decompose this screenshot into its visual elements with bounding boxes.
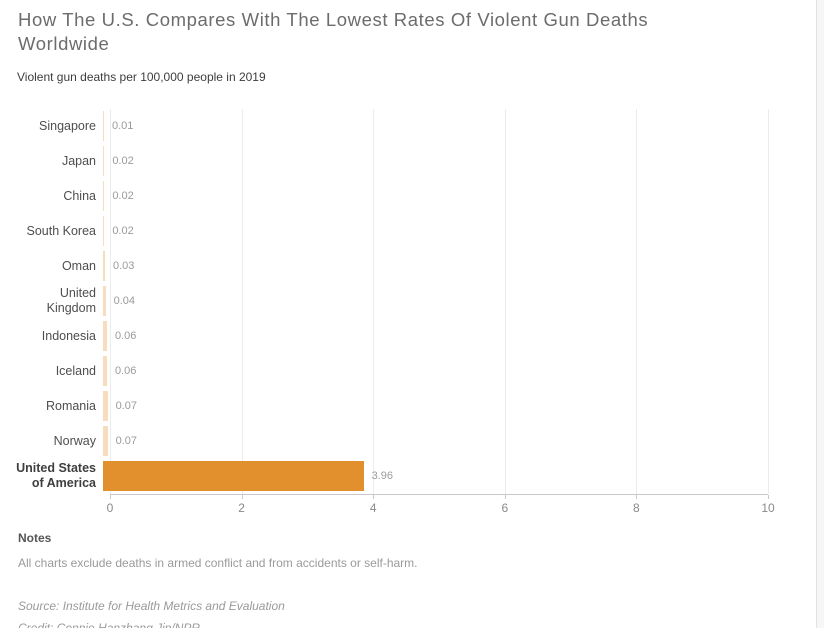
bar[interactable] — [103, 216, 105, 247]
category-label: Japan — [61, 153, 96, 168]
tick-mark-4 — [373, 494, 375, 499]
gridline-10 — [768, 108, 769, 494]
row-plot-area: 0.02 — [103, 179, 761, 214]
bar-value-label: 0.01 — [112, 120, 134, 133]
bar-value-label: 0.02 — [112, 155, 134, 168]
chart-row: Singapore 0.01 — [0, 109, 824, 144]
notes-text: All charts exclude deaths in armed confl… — [18, 555, 418, 570]
tick-label-8: 8 — [633, 500, 640, 515]
bar[interactable] — [103, 321, 107, 352]
tick-label-2: 2 — [238, 500, 245, 515]
page-edge-gutter — [816, 0, 824, 628]
chart-row: Romania 0.07 — [0, 389, 824, 424]
tick-mark-2 — [241, 494, 243, 499]
chart-row: China 0.02 — [0, 179, 824, 214]
category-label: South Korea — [26, 223, 97, 238]
bar-chart: Singapore 0.01 Japan 0.02 China 0.02 South Kor… — [0, 108, 824, 520]
chart-row: Japan 0.02 — [0, 144, 824, 179]
bar[interactable] — [103, 146, 105, 177]
bar-value-label: 0.02 — [112, 225, 134, 238]
row-plot-area: 0.01 — [103, 109, 761, 144]
tick-mark-6 — [504, 494, 506, 499]
row-plot-area: 0.02 — [103, 214, 761, 249]
bar[interactable] — [103, 111, 104, 142]
gridline-0 — [110, 108, 111, 494]
tick-mark-8 — [636, 494, 638, 499]
bar-value-label: 0.03 — [112, 260, 135, 273]
tick-mark-0 — [110, 494, 111, 499]
chart-subtitle: Violent gun deaths per 100,000 people in… — [17, 69, 266, 84]
chart-title: How The U.S. Compares With The Lowest Ra… — [18, 9, 649, 55]
row-plot-area: 0.06 — [103, 354, 761, 389]
tick-label-6: 6 — [501, 500, 509, 515]
row-plot-area: 0.04 — [103, 284, 761, 319]
notes-heading: Notes — [18, 530, 52, 545]
category-label: Norway — [53, 433, 96, 448]
tick-mark-10 — [768, 494, 769, 499]
row-plot-area: 0.07 — [103, 389, 761, 424]
notes-section: Notes All charts exclude deaths in armed… — [18, 531, 824, 628]
bar-value-label: 0.06 — [114, 330, 137, 343]
bar[interactable] — [103, 461, 364, 492]
category-label: Indonesia — [41, 328, 96, 343]
bar[interactable] — [103, 251, 105, 282]
chart-row: Iceland 0.06 — [0, 354, 824, 389]
chart-row: Indonesia 0.06 — [0, 319, 824, 354]
tick-label-0: 0 — [106, 500, 114, 515]
bar[interactable] — [103, 356, 107, 387]
row-plot-area: 0.07 — [103, 424, 761, 459]
bar-value-label: 0.04 — [113, 295, 136, 308]
x-axis: 0 2 4 6 8 10 — [106, 493, 775, 520]
category-label: Singapore — [39, 118, 96, 133]
row-plot-area: 0.06 — [103, 319, 761, 354]
chart-rows: Singapore 0.01 Japan 0.02 China 0.02 South Kor… — [0, 109, 824, 494]
chart-row: Oman 0.03 — [0, 249, 824, 284]
chart-row: South Korea 0.02 — [0, 214, 824, 249]
credit-line: Credit: Connie Hanzhang Jin/NPR — [18, 620, 201, 628]
gridline-2 — [241, 108, 243, 494]
category-label: United Kingdom — [46, 285, 96, 316]
bar[interactable] — [103, 286, 106, 317]
bar[interactable] — [103, 426, 108, 457]
tick-label-4: 4 — [369, 500, 377, 515]
category-label: United States of America — [16, 460, 96, 491]
bar-value-label: 0.07 — [115, 435, 138, 448]
plot-gridlines — [110, 108, 769, 494]
source-line: Source: Institute for Health Metrics and… — [18, 598, 285, 613]
chart-row: United States of America 3.96 — [0, 459, 824, 494]
category-label: Iceland — [55, 363, 96, 378]
bar[interactable] — [103, 391, 108, 422]
gridline-4 — [373, 108, 375, 494]
row-plot-area: 0.02 — [103, 144, 761, 179]
row-plot-area: 0.03 — [103, 249, 761, 284]
row-plot-area: 3.96 — [103, 459, 761, 494]
tick-label-10: 10 — [761, 500, 775, 515]
gridline-6 — [504, 108, 506, 494]
category-label: Romania — [45, 398, 96, 413]
category-label: Oman — [61, 258, 96, 273]
category-label: China — [63, 188, 96, 203]
bar-value-label: 0.02 — [112, 190, 134, 203]
bar-value-label: 3.96 — [371, 470, 393, 483]
chart-row: Norway 0.07 — [0, 424, 824, 459]
chart-row: United Kingdom 0.04 — [0, 284, 824, 319]
bar-value-label: 0.06 — [114, 365, 137, 378]
bar[interactable] — [103, 181, 105, 212]
gridline-8 — [636, 108, 638, 494]
bar-value-label: 0.07 — [115, 400, 138, 413]
